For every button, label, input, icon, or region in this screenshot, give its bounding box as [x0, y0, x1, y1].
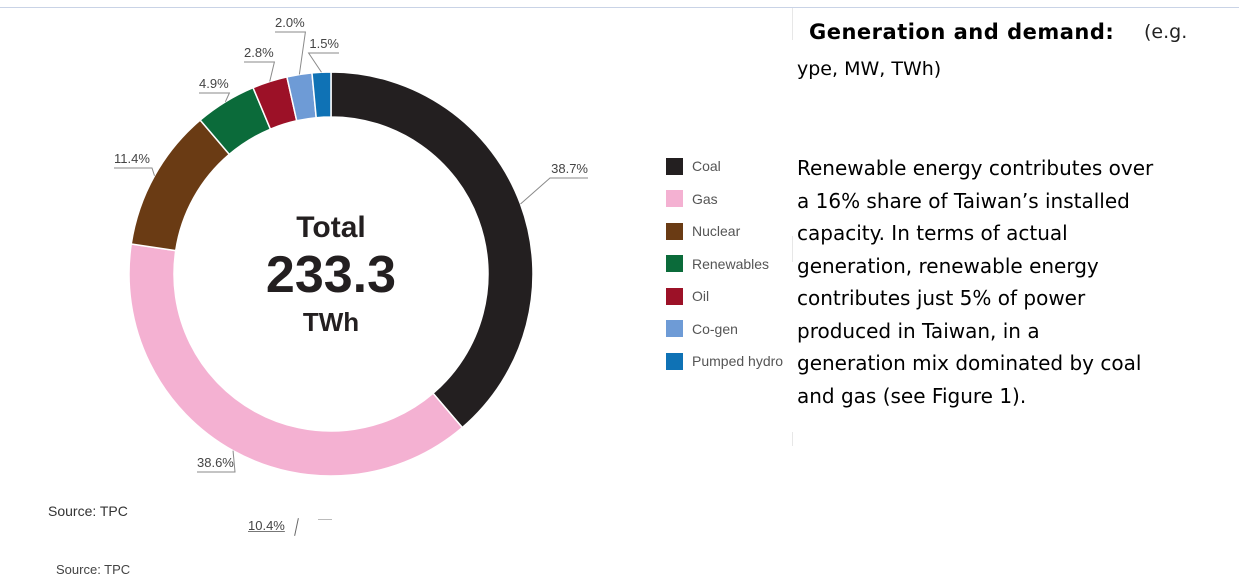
donut-chart: 38.7% 38.6% 11.4% 4.9% 2.8%2.0% 1.5% Total 23… — [114, 15, 588, 477]
slice-coal — [330, 71, 534, 429]
leader-line — [275, 31, 306, 75]
section-subheading: ype, MW, TWh) — [797, 58, 942, 80]
center-total-value: 233.3 — [266, 246, 396, 304]
legend-swatch — [666, 190, 683, 208]
legend-item-coal: Coal — [666, 150, 790, 183]
paragraph-line: and gas (see Figure 1). — [797, 383, 1027, 408]
chart-source: Source: TPC — [48, 503, 128, 519]
legend-label: Co-gen — [692, 320, 738, 337]
paragraph-line: produced in Taiwan, in a — [797, 318, 1040, 343]
center-total-label: Total — [296, 211, 365, 244]
legend-label: Pumped hydro — [692, 353, 784, 370]
paragraph-line: Renewable energy contributes over — [797, 156, 1154, 180]
slice-label: 38.7% — [551, 161, 588, 176]
donut-slices — [128, 71, 534, 477]
slice-label: 4.9% — [199, 76, 229, 91]
legend-swatch — [666, 287, 683, 305]
legend-item-nuclear: Nuclear — [666, 215, 790, 248]
legend-label: Oil — [692, 288, 710, 305]
legend-label: Nuclear — [692, 223, 741, 240]
stray-source: Source: TPC — [56, 562, 131, 577]
legend-label: Gas — [692, 190, 718, 207]
paragraph-line: capacity. In terms of actual — [797, 221, 1068, 245]
slice-label: 2.0% — [275, 15, 305, 30]
legend-swatch — [666, 157, 683, 175]
legend-label: Coal — [692, 158, 721, 175]
section-heading-note: (e.g. — [1144, 21, 1188, 43]
top-border — [0, 7, 1239, 8]
slice-gas — [128, 243, 464, 477]
slice-label: 1.5% — [309, 36, 339, 51]
text-panel: Generation and demand: (e.g. ype, MW, TW… — [793, 0, 1239, 572]
slice-nuclear — [130, 119, 231, 252]
leader-line — [197, 450, 236, 473]
leader-lines — [114, 31, 588, 473]
leader-line — [520, 177, 588, 205]
legend-item-gas: Gas — [666, 183, 790, 216]
body-paragraph: Renewable energy contributes over a 16% … — [797, 152, 1153, 412]
panel-divider-mid — [792, 236, 793, 262]
paragraph-line: a 16% share of Taiwan’s installed — [797, 188, 1130, 213]
paragraph-line: contributes just 5% of power — [797, 286, 1086, 310]
panel-divider-low — [792, 432, 793, 446]
leader-line — [199, 92, 231, 103]
stray-percent-label: 10.4% — [248, 518, 285, 533]
chart-legend: Coal Gas Nuclear Renewables Oil Co-gen P… — [666, 150, 790, 378]
legend-swatch — [666, 255, 683, 273]
section-heading: Generation and demand: — [809, 20, 1115, 44]
slice-label: 38.6% — [197, 455, 234, 470]
panel-divider-top — [792, 8, 793, 40]
paragraph-line: generation, renewable energy — [797, 253, 1099, 278]
legend-swatch — [666, 352, 683, 370]
legend-swatch — [666, 222, 683, 240]
leader-line — [307, 52, 339, 73]
legend-item-oil: Oil — [666, 280, 790, 313]
legend-item-cogen: Co-gen — [666, 313, 790, 346]
slice-label: 11.4% — [114, 151, 150, 166]
slice-labels: 38.7% 38.6% 11.4% 4.9% 2.8%2.0% 1.5% — [114, 15, 588, 470]
stray-dash — [318, 519, 332, 520]
center-total-unit: TWh — [303, 307, 359, 337]
legend-swatch — [666, 320, 683, 338]
paragraph-line: generation mix dominated by coal — [797, 351, 1142, 375]
leader-line — [114, 167, 155, 176]
legend-label: Renewables — [692, 255, 770, 272]
legend-item-pumped-hydro: Pumped hydro — [666, 345, 790, 378]
leader-line — [244, 61, 276, 82]
legend-item-renewables: Renewables — [666, 248, 790, 281]
slice-label: 2.8% — [244, 45, 274, 60]
slice-pumped-hydro — [311, 71, 332, 119]
